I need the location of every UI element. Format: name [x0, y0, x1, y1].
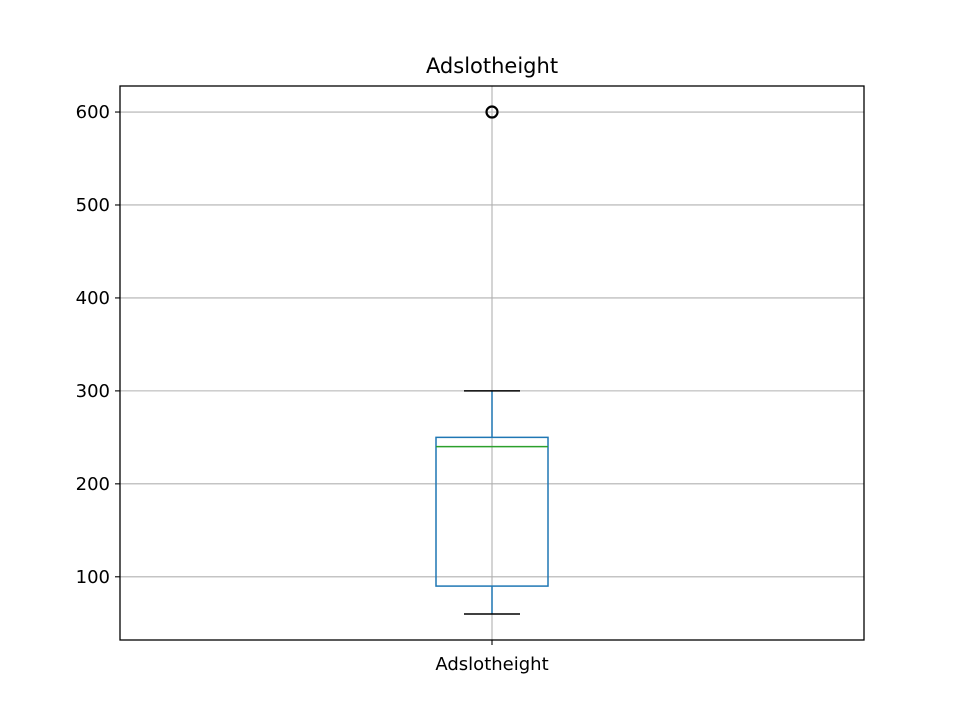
axis-layer: 100 200 300 400 500 600 Adslotheight [76, 102, 549, 675]
y-tick-label: 100 [76, 567, 110, 588]
x-tick-label: Adslotheight [435, 654, 548, 675]
grid-layer [120, 86, 864, 640]
y-tick-label: 600 [76, 102, 110, 123]
y-tick-label: 500 [76, 195, 110, 216]
y-tick-label: 200 [76, 474, 110, 495]
outlier-point [485, 105, 499, 119]
y-tick-label: 400 [76, 288, 110, 309]
iqr-box [435, 436, 549, 587]
y-tick-label: 300 [76, 381, 110, 402]
plot-layer [435, 105, 549, 615]
chart-title: Adslotheight [426, 54, 558, 78]
plot-frame [119, 85, 865, 641]
